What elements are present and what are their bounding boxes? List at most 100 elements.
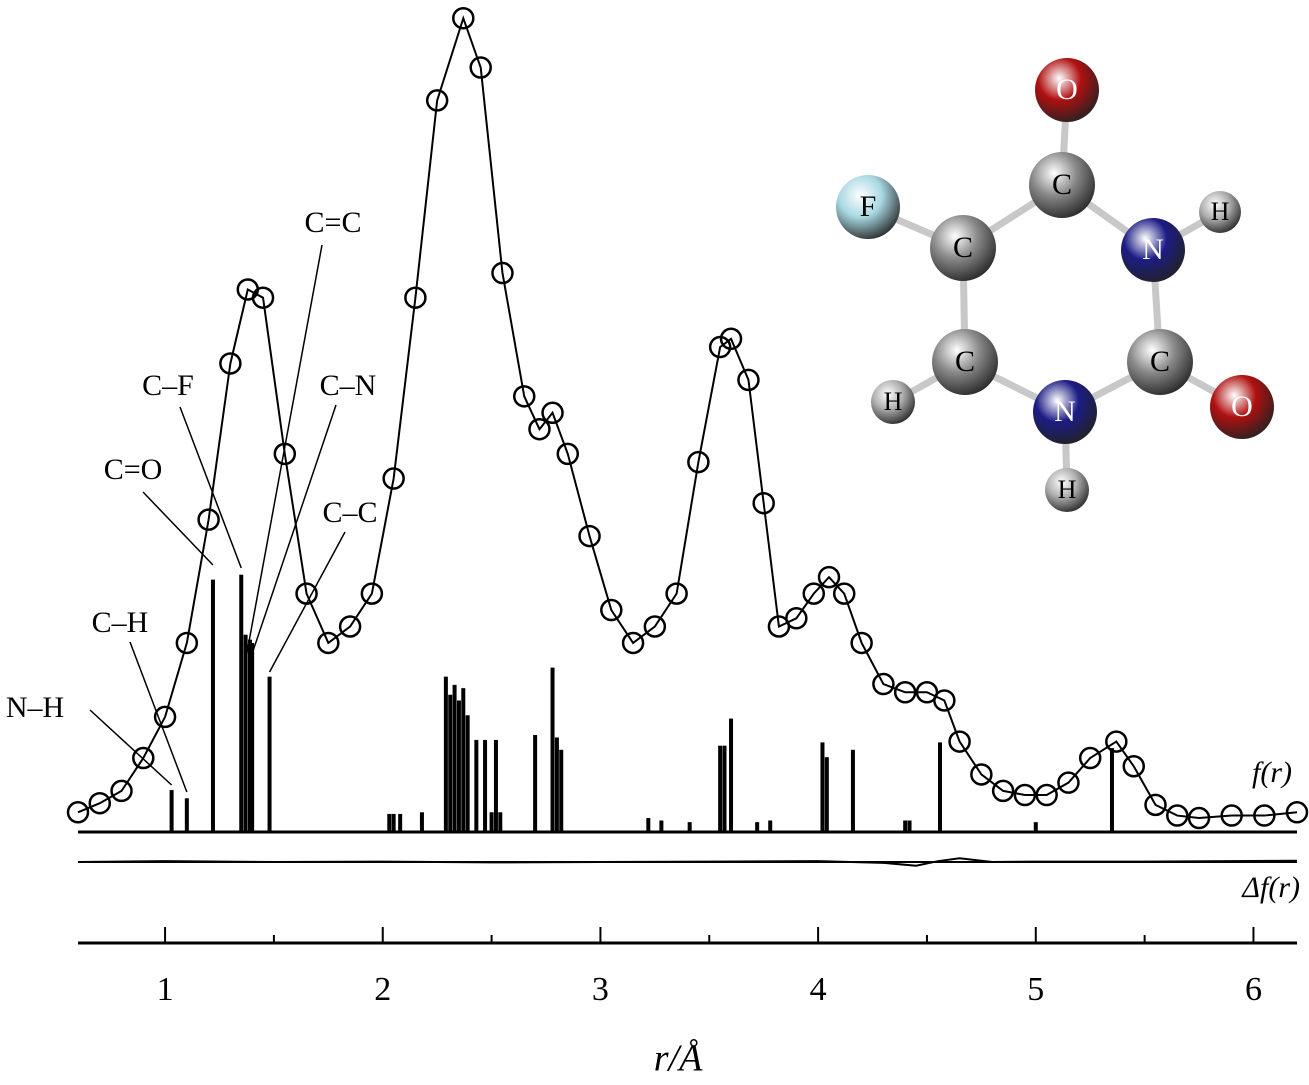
data-point [360, 582, 384, 605]
data-point [528, 417, 551, 441]
fit-line [77, 15, 1298, 820]
data-point [219, 352, 242, 375]
distance-stick [483, 739, 488, 832]
data-point [802, 582, 826, 605]
atom [1045, 468, 1089, 512]
distance-stick [559, 749, 564, 832]
distance-stick [498, 812, 503, 832]
atom-label: C [955, 345, 975, 378]
data-point [491, 261, 514, 285]
x-tick-label: 5 [1027, 971, 1044, 1008]
bond-label: C–H [92, 606, 149, 639]
atom [1121, 218, 1185, 282]
data-point [317, 631, 340, 655]
distance-stick [452, 684, 457, 832]
data-point [643, 615, 667, 638]
distance-stick [722, 745, 727, 832]
leader-line [129, 641, 188, 793]
data-point [850, 631, 873, 655]
leader-line [249, 404, 337, 661]
data-point [175, 631, 199, 655]
x-tick-label: 1 [157, 971, 174, 1008]
data-point [512, 385, 536, 408]
atom-label: H [1058, 475, 1077, 504]
distance-stick [250, 642, 255, 832]
distance-stick [718, 745, 723, 832]
data-point [737, 368, 760, 392]
atom-label: N [1142, 233, 1164, 266]
leader-line [89, 709, 173, 786]
data-point [1078, 746, 1102, 770]
leader-line [268, 531, 346, 673]
data-point [817, 565, 841, 589]
distance-stick [550, 667, 555, 832]
data-point [66, 801, 90, 824]
atom [1029, 152, 1095, 218]
difference-label: Δf(r) [1241, 871, 1300, 904]
data-point [132, 746, 155, 770]
atom [1199, 191, 1241, 233]
atom [1035, 58, 1099, 122]
data-point [404, 286, 427, 309]
data-point [197, 508, 220, 531]
bond-label: N–H [6, 691, 64, 724]
atom-label: H [1211, 197, 1230, 226]
data-point [752, 491, 775, 515]
curve-label: f(r) [1252, 756, 1292, 789]
atom [836, 175, 900, 239]
data-point [273, 442, 297, 466]
data-point [295, 582, 318, 605]
data-point [425, 89, 449, 112]
data-point [1166, 804, 1189, 827]
distance-stick [903, 820, 908, 832]
distance-stick [646, 818, 651, 832]
atom [932, 329, 998, 395]
data-point [1105, 730, 1128, 753]
bond-label: C=C [305, 206, 362, 239]
distance-stick [243, 634, 248, 832]
distance-stick [1109, 748, 1114, 832]
distance-stick [659, 820, 664, 832]
distance-stick [456, 700, 461, 832]
distance-stick [1033, 822, 1038, 832]
bond-label: C=O [104, 453, 163, 486]
distance-stick [489, 812, 494, 832]
bond-label: C–F [142, 369, 194, 402]
distance-stick [443, 676, 448, 832]
data-point [251, 286, 275, 309]
distance-stick [391, 813, 396, 832]
x-tick-label: 4 [810, 971, 827, 1008]
data-point [382, 467, 405, 490]
atom [1210, 375, 1274, 439]
distance-stick [755, 822, 760, 832]
distance-stick [239, 574, 244, 832]
distance-stick [729, 718, 734, 832]
distance-stick [533, 735, 538, 832]
atom-label: O [1056, 73, 1078, 106]
data-point [88, 791, 112, 815]
data-point [665, 582, 688, 605]
x-tick-label: 6 [1245, 971, 1262, 1008]
data-point [578, 524, 601, 548]
data-point [832, 582, 856, 605]
data-point [556, 442, 580, 466]
distance-stick [493, 739, 498, 832]
data-point [687, 450, 710, 474]
distance-stick [398, 813, 403, 832]
atom-label: F [860, 190, 877, 223]
bond-label: C–N [320, 369, 377, 402]
data-point [110, 779, 133, 803]
distance-stick [465, 715, 470, 832]
distance-stick [419, 812, 424, 832]
distance-stick [267, 676, 272, 832]
data-point [948, 730, 971, 753]
data-point [933, 689, 956, 712]
data-point [338, 615, 362, 638]
data-point [872, 672, 895, 696]
data-point [991, 779, 1015, 803]
difference-line [77, 857, 1298, 867]
leader-line [142, 491, 214, 566]
distance-stick [768, 820, 773, 832]
x-axis-label: r/Å [654, 1038, 703, 1080]
